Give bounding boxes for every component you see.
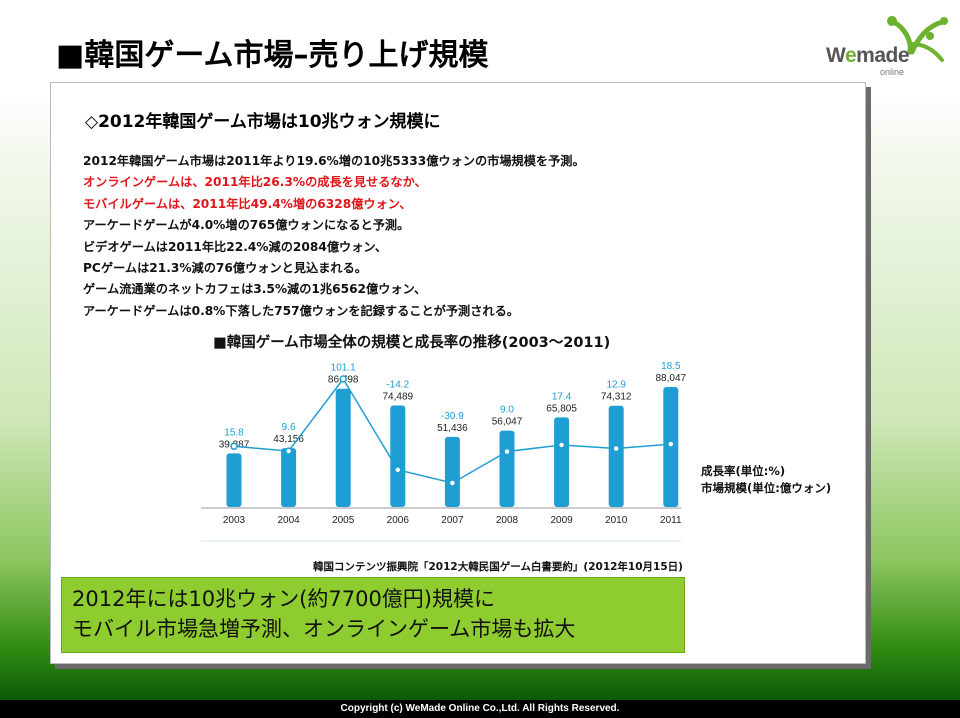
callout-line-1: 2012年には10兆ウォン(約7700億円)規模に: [72, 587, 495, 611]
x-tick-label: 2003: [223, 515, 246, 526]
x-tick-label: 2008: [496, 515, 519, 526]
summary-line: モバイルゲームは、2011年比49.4%増の6328億ウォン、: [83, 196, 412, 211]
x-tick-label: 2009: [550, 515, 573, 526]
growth-rate-point: [230, 442, 238, 450]
logo-wordmark: Wemade: [826, 44, 909, 67]
bar-value-label: 43,156: [273, 434, 304, 445]
content-card: ◇2012年韓国ゲーム市場は10兆ウォン規模に 2012年韓国ゲーム市場は201…: [50, 82, 866, 664]
summary-text: 2012年韓国ゲーム市場は2011年より19.6%増の10兆5333億ウォンの市…: [83, 151, 585, 322]
chart-bar: [499, 430, 515, 507]
growth-rate-label: 9.6: [282, 422, 296, 433]
chart-bar: [444, 436, 460, 507]
summary-callout: 2012年には10兆ウォン(約7700億円)規模に モバイル市場急増予測、オンラ…: [61, 577, 685, 653]
growth-rate-label: 12.9: [606, 380, 626, 391]
logo-subtitle: online: [880, 67, 905, 77]
growth-rate-point: [394, 466, 402, 474]
market-chart: 39,38715.8200343,1569.6200486,798101.120…: [201, 361, 687, 542]
chart-title: ■韓国ゲーム市場全体の規模と成長率の推移(2003〜2011): [213, 335, 611, 351]
bar-value-label: 65,805: [546, 403, 577, 414]
x-tick-label: 2006: [387, 515, 410, 526]
summary-line: オンラインゲームは、2011年比26.3%の成長を見せるなか、: [83, 175, 427, 190]
chart-legend: 成長率(単位:%) 市場規模(単位:億ウォン): [701, 463, 831, 497]
growth-rate-point: [667, 440, 675, 448]
growth-rate-point: [448, 479, 457, 487]
growth-rate-label: 15.8: [224, 427, 244, 438]
growth-rate-point: [612, 444, 620, 453]
slide: ■韓国ゲーム市場–売り上げ規模 Wemade online ◇2012年韓国ゲー…: [0, 0, 960, 700]
chart-bar: [608, 405, 624, 507]
x-tick-label: 2004: [277, 515, 300, 526]
chart-bar: [281, 448, 297, 507]
x-tick-label: 2010: [605, 515, 628, 526]
bar-value-label: 74,312: [601, 392, 632, 403]
growth-rate-label: -30.9: [441, 411, 464, 422]
summary-line: 2012年韓国ゲーム市場は2011年より19.6%増の10兆5333億ウォンの市…: [83, 154, 585, 168]
summary-line: ゲーム流通業のネットカフェは3.5%減の1兆6562億ウォン、: [83, 282, 427, 297]
chart-bar: [335, 388, 351, 507]
bar-value-label: 56,047: [492, 417, 523, 428]
copyright-footer: Copyright (c) WeMade Online Co.,Ltd. All…: [340, 703, 620, 714]
growth-rate-label: 18.5: [661, 361, 681, 372]
content-heading: ◇2012年韓国ゲーム市場は10兆ウォン規模に: [85, 112, 441, 132]
growth-rate-point: [557, 441, 566, 449]
x-tick-label: 2005: [332, 515, 355, 526]
growth-rate-label: 17.4: [552, 391, 572, 402]
bar-value-label: 88,047: [656, 373, 687, 384]
legend-growth: 成長率(単位:%): [701, 464, 786, 478]
chart-bar: [226, 453, 242, 507]
chart-bar: [554, 417, 570, 507]
growth-rate-point: [503, 447, 511, 456]
callout-line-2: モバイル市場急増予測、オンラインゲーム市場も拡大: [72, 617, 576, 641]
chart-bar: [390, 405, 406, 507]
wemade-leaf-icon: [887, 16, 948, 62]
growth-rate-point: [284, 447, 293, 455]
summary-line: アーケードゲームが4.0%増の765億ウォンになると予測。: [83, 218, 410, 233]
bar-value-label: 51,436: [437, 423, 468, 434]
slide-title: ■韓国ゲーム市場–売り上げ規模: [56, 38, 489, 73]
legend-size: 市場規模(単位:億ウォン): [701, 481, 832, 495]
wemade-logo: Wemade online: [822, 14, 952, 80]
summary-line: ビデオゲームは2011年比22.4%減の2084億ウォン、: [83, 239, 388, 254]
bar-value-label: 74,489: [383, 391, 414, 402]
growth-rate-label: -14.2: [386, 379, 409, 390]
x-tick-label: 2007: [441, 515, 464, 526]
growth-rate-label: 101.1: [331, 363, 356, 374]
summary-line: アーケードゲームは0.8%下落した757億ウォンを記録することが予測される。: [83, 303, 519, 318]
x-tick-label: 2011: [660, 515, 682, 526]
growth-rate-label: 9.0: [500, 405, 514, 416]
summary-line: PCゲームは21.3%減の76億ウォンと見込まれる。: [83, 261, 367, 276]
growth-rate-point: [339, 375, 347, 383]
source-note: 韓国コンテンツ振興院「2012大韓民国ゲーム白書要約」(2012年10月15日): [313, 561, 683, 573]
